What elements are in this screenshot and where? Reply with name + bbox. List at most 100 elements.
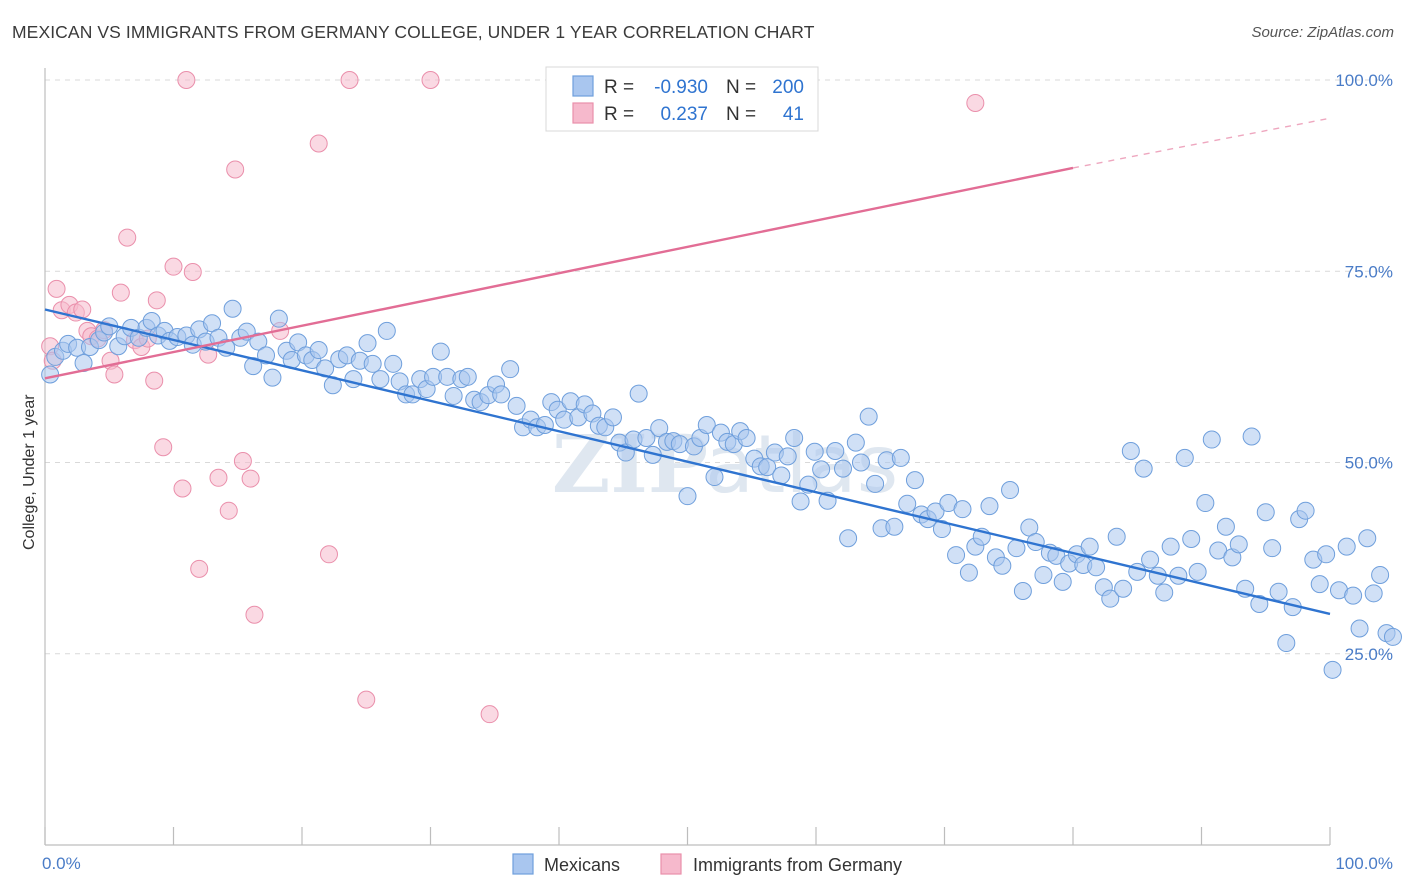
mexicans-point bbox=[959, 563, 978, 582]
mexicans-point bbox=[1134, 459, 1153, 478]
mexicans-point bbox=[846, 433, 865, 452]
germany-point bbox=[319, 545, 338, 564]
mexicans-point bbox=[1175, 448, 1194, 467]
mexicans-point bbox=[1216, 517, 1235, 536]
mexicans-point bbox=[1087, 558, 1106, 577]
mexicans-point bbox=[637, 429, 656, 448]
mexicans-point bbox=[851, 453, 870, 472]
bottom-legend-swatch-germany bbox=[660, 853, 682, 875]
mexicans-point bbox=[1053, 572, 1072, 591]
legend-r-label-1: R = bbox=[604, 77, 634, 98]
germany-point bbox=[177, 71, 196, 89]
germany-point bbox=[233, 451, 252, 470]
trend-lines bbox=[44, 117, 1331, 616]
germany-point bbox=[164, 257, 183, 276]
mexicans-point bbox=[269, 309, 288, 328]
germany-point bbox=[73, 300, 92, 319]
mexicans-point bbox=[1269, 582, 1288, 601]
germany-point bbox=[147, 291, 166, 310]
mexicans-point bbox=[697, 416, 716, 435]
x-tick-labels: 0.0% 100.0% bbox=[42, 854, 1393, 873]
y-tick-labels: 25.0% 50.0% 75.0% 100.0% bbox=[1335, 71, 1393, 664]
mexicans-point bbox=[1323, 660, 1342, 679]
legend-swatch-mexicans bbox=[572, 75, 594, 97]
source-label: Source: ZipAtlas.com bbox=[1251, 24, 1394, 41]
mexicans-point bbox=[507, 396, 526, 415]
mexicans-point bbox=[1121, 442, 1140, 461]
legend-r-value-1: -0.930 bbox=[654, 77, 708, 98]
stats-legend: R = -0.930 N = 200 R = 0.237 N = 41 bbox=[545, 66, 819, 132]
mexicans-point bbox=[1229, 535, 1248, 554]
mexicans-point bbox=[1196, 494, 1215, 513]
mexicans-point bbox=[737, 429, 756, 448]
germany-point bbox=[340, 71, 359, 89]
mexicans-point bbox=[1256, 503, 1275, 522]
legend-n-label-2: N = bbox=[726, 104, 756, 125]
y-tick-label: 75.0% bbox=[1345, 262, 1393, 281]
mexicans-point bbox=[603, 408, 622, 427]
mexicans-point bbox=[492, 385, 511, 404]
mexicans-trend-line bbox=[44, 308, 1331, 616]
germany-point bbox=[105, 365, 124, 384]
mexicans-point bbox=[1277, 634, 1296, 653]
legend-r-value-2: 0.237 bbox=[660, 104, 708, 125]
mexicans-point bbox=[629, 384, 648, 403]
germany-point bbox=[241, 469, 260, 488]
mexicans-point bbox=[993, 556, 1012, 575]
legend-swatch-germany bbox=[572, 102, 594, 124]
germany-point bbox=[209, 468, 228, 487]
mexicans-point bbox=[833, 459, 852, 478]
mexicans-point bbox=[1101, 589, 1120, 608]
mexicans-point bbox=[778, 447, 797, 466]
mexicans-point bbox=[223, 299, 242, 318]
series-germany-points bbox=[41, 71, 985, 724]
mexicans-point bbox=[1242, 427, 1261, 446]
series-legend: Mexicans Immigrants from Germany bbox=[512, 853, 902, 875]
mexicans-point bbox=[1182, 530, 1201, 548]
mexicans-point bbox=[866, 474, 885, 493]
legend-r-label-2: R = bbox=[604, 104, 634, 125]
mexicans-point bbox=[785, 429, 804, 448]
chart-title: MEXICAN VS IMMIGRANTS FROM GERMANY COLLE… bbox=[12, 22, 815, 42]
mexicans-point bbox=[1114, 579, 1133, 598]
mexicans-point bbox=[905, 471, 924, 490]
y-tick-label: 100.0% bbox=[1335, 71, 1393, 90]
mexicans-point bbox=[826, 442, 845, 461]
y-tick-label: 50.0% bbox=[1345, 454, 1393, 473]
mexicans-point bbox=[363, 354, 382, 373]
germany-point bbox=[966, 93, 985, 112]
mexicans-point bbox=[705, 468, 724, 487]
mexicans-point bbox=[1371, 565, 1390, 584]
mexicans-point bbox=[1202, 430, 1221, 449]
mexicans-point bbox=[980, 497, 999, 516]
mexicans-point bbox=[812, 460, 831, 479]
germany-point bbox=[118, 228, 137, 247]
germany-point bbox=[190, 559, 209, 578]
germany-point bbox=[245, 605, 264, 624]
mexicans-point bbox=[839, 529, 858, 548]
mexicans-point bbox=[1013, 582, 1032, 601]
germany-point bbox=[145, 371, 164, 390]
germany-point bbox=[111, 283, 130, 302]
mexicans-point bbox=[1364, 584, 1383, 603]
germany-point bbox=[173, 479, 192, 498]
mexicans-point bbox=[1080, 537, 1099, 556]
mexicans-point bbox=[1344, 586, 1363, 605]
mexicans-point bbox=[805, 442, 824, 461]
mexicans-point bbox=[1310, 575, 1329, 594]
germany-point bbox=[309, 134, 328, 153]
germany-point bbox=[154, 438, 173, 457]
mexicans-point bbox=[1383, 627, 1402, 646]
x-tick-label: 100.0% bbox=[1335, 854, 1393, 873]
germany-trend-extension bbox=[1072, 117, 1331, 169]
mexicans-point bbox=[791, 492, 810, 511]
mexicans-point bbox=[650, 419, 669, 438]
mexicans-point bbox=[678, 487, 697, 506]
mexicans-point bbox=[1107, 527, 1126, 546]
mexicans-point bbox=[358, 334, 377, 353]
germany-point bbox=[219, 501, 238, 520]
mexicans-point bbox=[501, 360, 520, 379]
mexicans-point bbox=[371, 370, 390, 389]
mexicans-point bbox=[1250, 595, 1269, 614]
grid-lines bbox=[45, 79, 1392, 655]
